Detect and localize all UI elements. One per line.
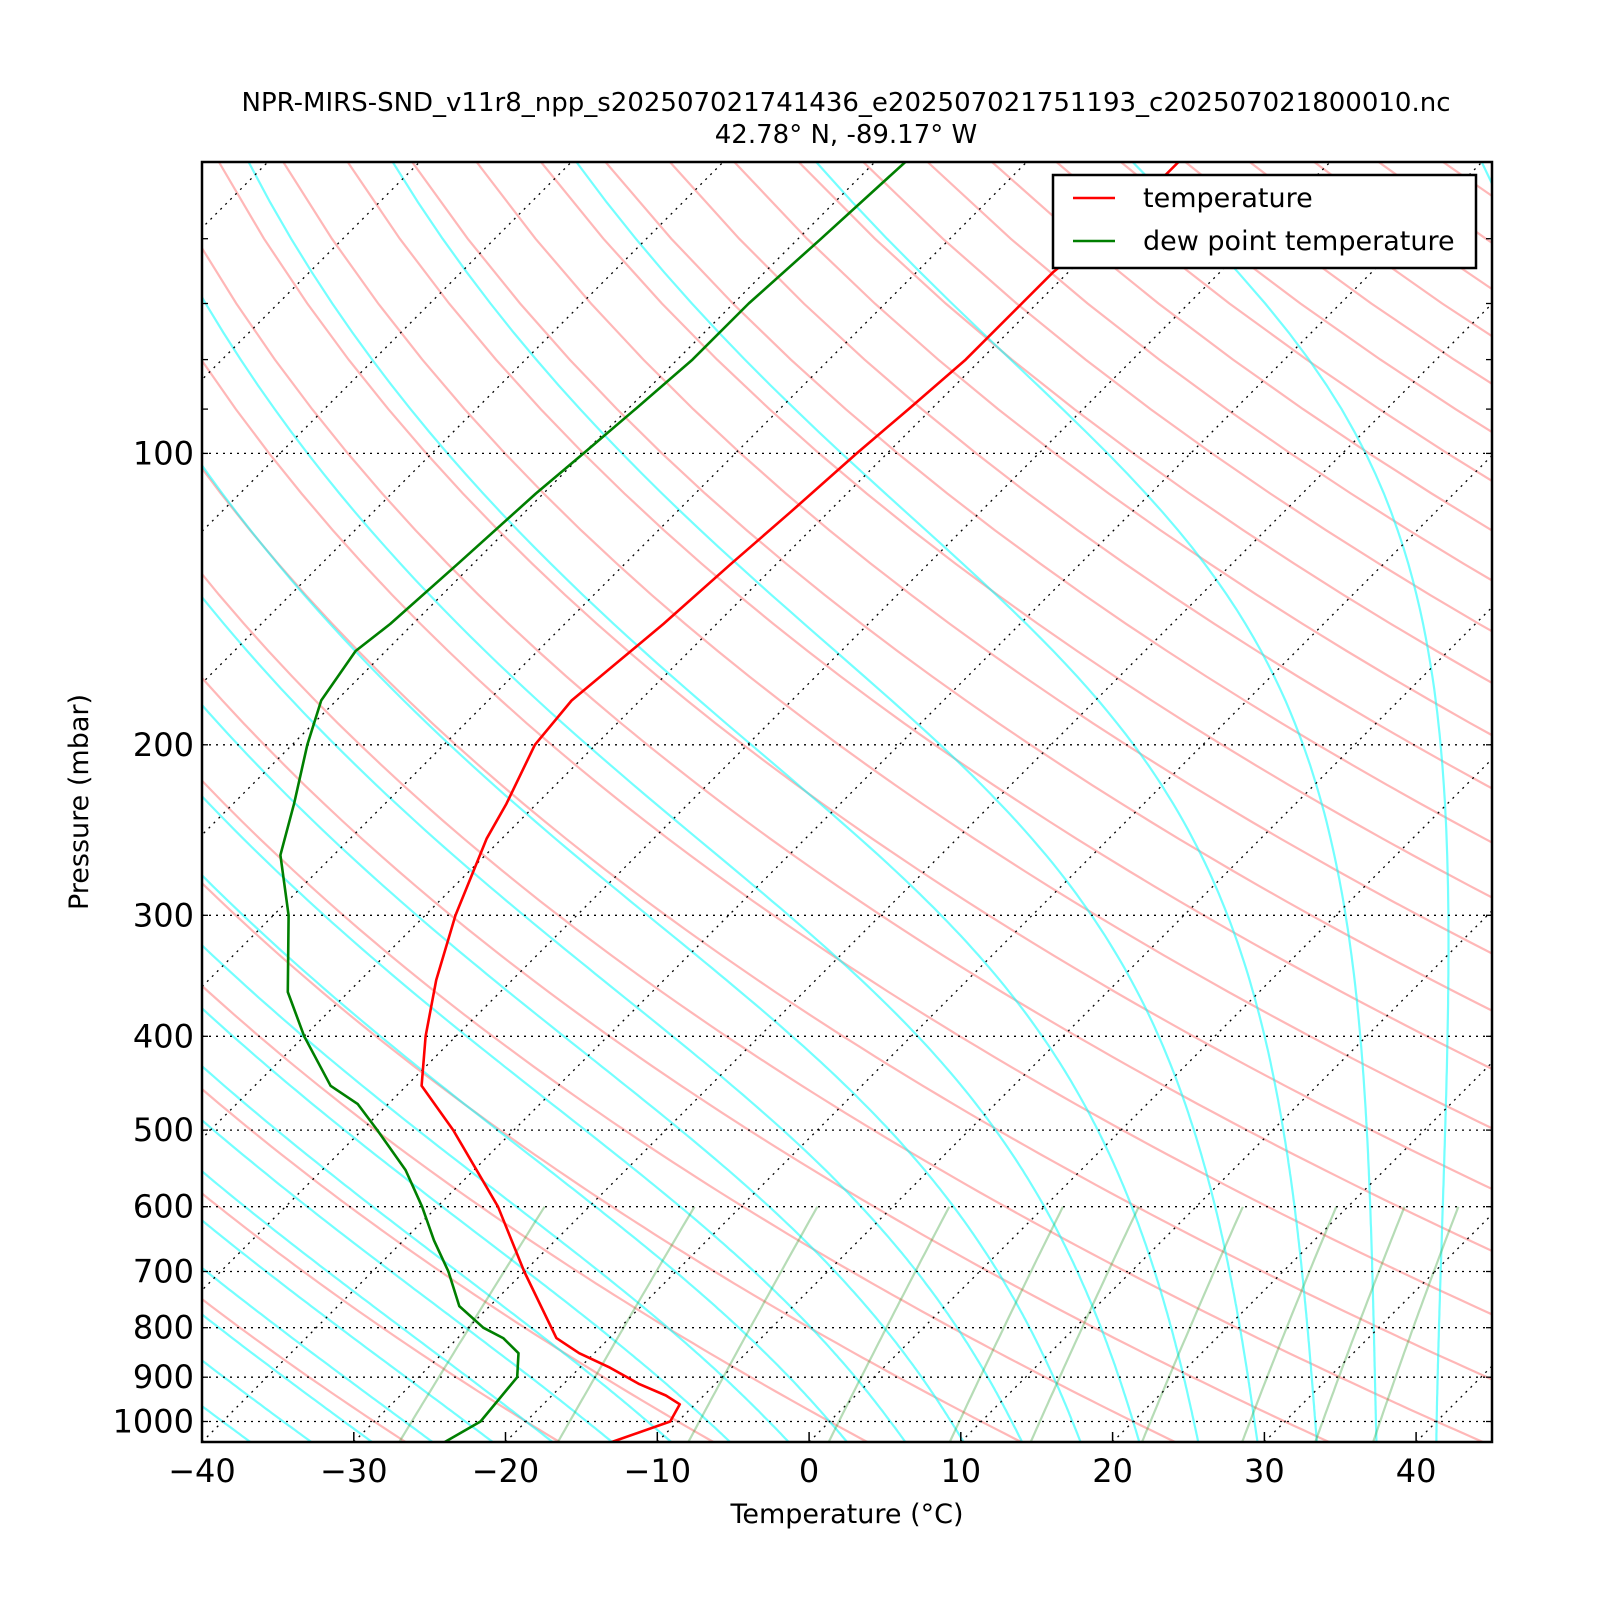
x-tick-label: 40 xyxy=(1396,1452,1437,1490)
x-tick-label: 20 xyxy=(1092,1452,1133,1490)
y-tick-label: 800 xyxy=(133,1309,194,1347)
legend: temperature dew point temperature xyxy=(1053,175,1476,268)
y-tick-label: 300 xyxy=(133,896,194,934)
dry-adiabat xyxy=(1572,162,1600,1442)
y-axis-label: Pressure (mbar) xyxy=(64,694,95,910)
y-tick-label: 600 xyxy=(133,1188,194,1226)
x-tick-label: −40 xyxy=(168,1452,236,1490)
isotherm-gridline xyxy=(1568,162,1600,1442)
y-tick-labels: 100 200 300 400 500 600 700 800 900 1000 xyxy=(113,434,194,1440)
y-tick-label: 1000 xyxy=(113,1403,194,1441)
legend-dewpoint-label: dew point temperature xyxy=(1143,226,1455,257)
y-tick-label: 100 xyxy=(133,434,194,472)
chart-title-location: 42.78° N, -89.17° W xyxy=(198,120,1494,150)
x-tick-label: −10 xyxy=(624,1452,692,1490)
x-tick-label: 10 xyxy=(940,1452,981,1490)
moist-adiabat xyxy=(1482,162,1561,1442)
y-tick-label: 200 xyxy=(133,726,194,764)
x-tick-labels: −40 −30 −20 −10 0 10 20 30 40 xyxy=(168,1452,1436,1490)
y-tick-label: 900 xyxy=(133,1358,194,1396)
dry-adiabat xyxy=(1508,162,1600,1442)
x-axis-label: Temperature (°C) xyxy=(729,1499,963,1530)
x-tick-label: 30 xyxy=(1244,1452,1285,1490)
chart-title-filename: NPR-MIRS-SND_v11r8_npp_s202507021741436_… xyxy=(198,88,1494,118)
y-tick-label: 700 xyxy=(133,1253,194,1291)
x-tick-label: 0 xyxy=(799,1452,819,1490)
x-tick-label: −20 xyxy=(472,1452,540,1490)
x-tick-label: −30 xyxy=(320,1452,388,1490)
legend-temperature-label: temperature xyxy=(1143,183,1313,214)
isotherm-gridline xyxy=(0,162,116,1442)
y-tick-label: 500 xyxy=(133,1111,194,1149)
y-tick-label: 400 xyxy=(133,1017,194,1055)
